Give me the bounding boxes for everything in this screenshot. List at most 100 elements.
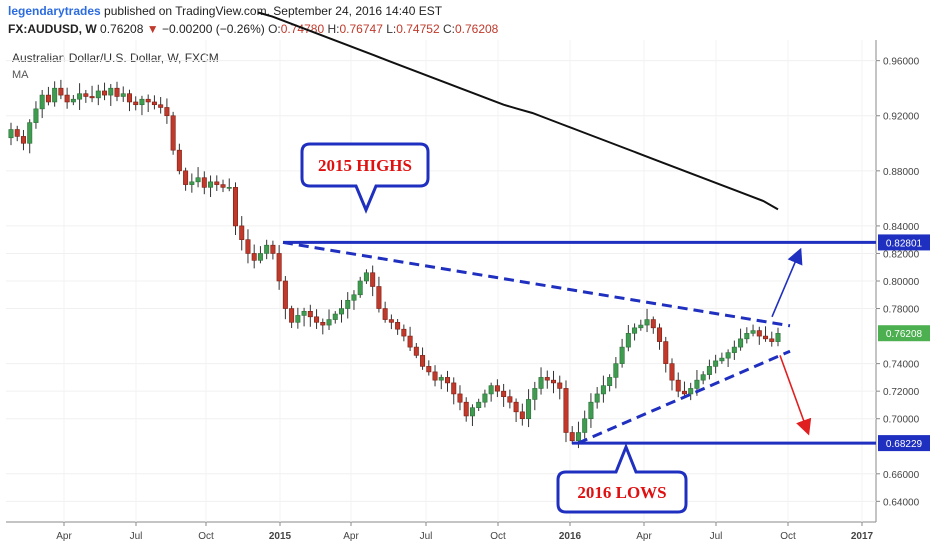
candle-body [706,366,712,375]
close-label: C: [442,22,455,36]
candle [551,370,557,394]
candle-body [52,87,58,103]
price-label-bg [878,435,930,452]
candle [401,324,407,342]
low-label: L: [386,22,397,36]
high-value: 0.76747 [339,22,383,36]
candle [469,404,475,426]
candle-body [145,98,151,103]
candle [582,410,588,439]
candle-body [239,225,245,240]
candle-body [214,181,220,185]
candle [14,125,20,142]
price-axis[interactable]: 0.96000 0.92000 0.88000 0.84000 0.82000 0.800… [876,57,930,509]
candle-body [519,411,525,420]
candle [395,319,401,335]
candle [713,354,719,374]
candle [351,290,357,310]
price-label: 0.68229 [878,435,930,452]
candle-body [681,390,687,395]
candle [600,375,606,403]
candle [307,304,313,327]
candle [482,389,488,408]
candle-body [569,432,575,442]
candle-body [582,418,588,433]
candle-body [407,335,413,348]
candle [738,328,744,351]
candle-body [58,87,64,96]
candle [70,95,76,106]
candle-body [245,239,251,254]
last-price: 0.76208 [100,22,144,36]
candle-body [725,352,731,359]
candle-body [14,129,20,137]
breakout-up-arrow [771,247,803,318]
candle [126,89,132,112]
candle [438,374,444,390]
candle-body [183,170,189,185]
x-tick-label: 2016 [559,531,582,542]
candle-body [557,382,563,389]
candle-body [563,388,569,433]
candle [588,393,594,428]
candle-body [39,94,45,110]
candle-body [195,177,201,183]
candle [532,381,538,411]
candle [220,179,226,193]
candle [744,327,750,344]
trendlines [282,240,876,445]
candle-body [694,379,700,389]
candle [538,367,544,395]
candle-body [594,393,600,403]
candle [226,178,232,192]
candle [706,359,712,380]
candle-body [750,330,756,334]
candle-body [176,149,182,172]
candle-body [282,280,288,309]
callout-bubble [556,442,688,514]
candle-body [133,101,139,106]
candle [257,246,263,264]
ma-indicator-label: MA [12,69,29,81]
candle-body [632,327,638,334]
x-tick-label: Apr [343,531,359,542]
candle-body [775,333,781,342]
y-tick-label: 0.80000 [883,277,920,288]
candle-body [663,341,669,364]
candle-body [482,393,488,403]
author-link[interactable]: legendarytrades [8,4,101,18]
candle-body [638,324,644,329]
candle [102,82,108,101]
moving-average-line [257,11,779,211]
candle [251,244,257,269]
candle [669,358,675,391]
candle-body [488,385,494,395]
candle-body [513,401,519,413]
candle [544,370,550,389]
x-tick-label: Jul [420,531,433,542]
candle [607,374,613,392]
time-axis[interactable]: Apr Jul Oct 2015 Apr Jul Oct 2016 Apr Jul Oct 2017 [56,522,874,542]
candle [644,308,650,333]
candle-body [625,333,631,348]
x-tick-label: Jul [130,531,143,542]
candle-body [432,371,438,381]
candle [463,397,469,422]
candle-body [494,385,500,392]
candle [650,316,656,334]
candle-body [120,93,126,97]
candle-body [264,244,270,254]
candle [513,398,519,423]
candle-body [326,319,332,326]
candle-body [669,363,675,381]
candle [201,171,207,195]
candle-body [476,401,482,408]
publish-text: published on TradingView.com, September … [100,4,443,18]
candle [657,323,663,350]
candle [388,314,394,330]
price-label-bg [878,234,930,251]
candle [139,95,145,116]
candle-body [401,328,407,337]
candle-body [731,346,737,353]
